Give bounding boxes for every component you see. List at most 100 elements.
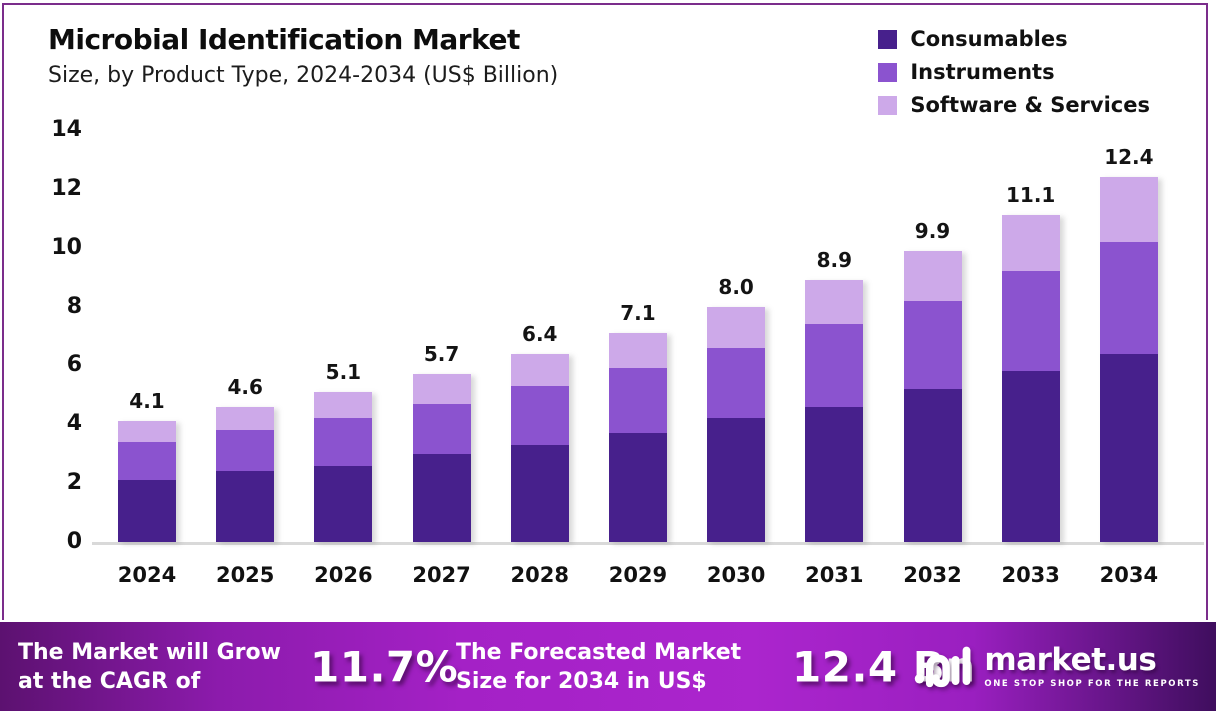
y-axis-tick-label: 8: [66, 293, 82, 319]
x-axis-label: 2033: [1001, 563, 1060, 587]
bar-stack: [805, 280, 864, 542]
bar-segment-consumables: [118, 480, 176, 542]
bar-total-label: 7.1: [620, 301, 656, 326]
bar-segment-software-services: [805, 280, 864, 325]
bar-total-label: 4.6: [227, 374, 263, 399]
bar-group-2030[interactable]: 8.0 2030: [707, 133, 766, 587]
bar-segment-instruments: [805, 324, 864, 407]
y-axis-tick-label: 10: [51, 234, 82, 260]
brand-name: market.us: [984, 641, 1157, 678]
bar-group-2033[interactable]: 11.1 2033: [1001, 133, 1060, 587]
brand-text: market.us ONE STOP SHOP FOR THE REPORTS: [984, 644, 1200, 690]
bar-group-2026[interactable]: 5.1 2026: [314, 133, 373, 587]
bar-total-label: 6.4: [522, 321, 558, 346]
y-axis-tick-label: 2: [66, 470, 82, 496]
chart-title: Microbial Identification Market: [48, 23, 520, 56]
x-axis-label: 2034: [1099, 563, 1159, 587]
bar-segment-instruments: [1001, 271, 1060, 372]
bar-segment-instruments: [412, 403, 471, 454]
bar-segment-instruments: [608, 368, 667, 434]
bar-group-2032[interactable]: 9.9 2032: [903, 133, 962, 587]
bar-group-2027[interactable]: 5.7 2027: [412, 133, 471, 587]
chart-subtitle: Size, by Product Type, 2024-2034 (US$ Bi…: [48, 63, 559, 88]
bar-segment-software-services: [314, 391, 373, 419]
cagr-value: 11.7%: [310, 642, 459, 691]
bar-group-2034[interactable]: 12.4 2034: [1099, 133, 1158, 587]
bar-segment-software-services: [707, 306, 766, 348]
bar-segment-software-services: [216, 406, 275, 431]
bar-segment-instruments: [216, 430, 275, 472]
x-axis-label: 2025: [215, 563, 275, 587]
y-axis-tick-label: 12: [51, 175, 82, 201]
bar-segment-instruments: [1099, 241, 1158, 354]
bar-group-2024[interactable]: 4.1 2024: [118, 133, 176, 587]
x-axis-label: 2030: [706, 563, 766, 587]
bars: 4.1 2024 4.6 2025 5.1 2026 5.7 2027 6.4 2028 7.1 20…: [92, 133, 1204, 587]
bar-stack: [118, 421, 176, 542]
bar-total-label: 9.9: [914, 218, 951, 243]
bar-stack: [412, 374, 471, 542]
y-axis: 0 2 4 6 8 10 12 14: [26, 117, 82, 554]
market-us-brand[interactable]: market.us ONE STOP SHOP FOR THE REPORTS: [914, 641, 1200, 693]
cagr-label: The Market will Grow at the CAGR of: [18, 639, 281, 694]
market-us-logo-icon: [915, 646, 971, 687]
bar-total-label: 11.1: [1006, 183, 1056, 208]
chart-card: Microbial Identification Market Size, by…: [2, 3, 1208, 620]
bar-stack: [608, 333, 667, 542]
bar-segment-software-services: [1001, 215, 1060, 272]
bar-group-2025[interactable]: 4.6 2025: [216, 133, 275, 587]
bar-segment-software-services: [412, 374, 471, 404]
bar-stack: [510, 353, 569, 542]
bar-segment-instruments: [510, 386, 569, 445]
bar-stack: [216, 406, 275, 542]
bar-segment-software-services: [1099, 177, 1158, 242]
bar-segment-instruments: [903, 300, 962, 389]
bar-stack: [707, 306, 766, 542]
bar-segment-consumables: [903, 389, 962, 542]
bar-segment-consumables: [1099, 353, 1158, 542]
x-axis-label: 2032: [903, 563, 962, 587]
bar-segment-instruments: [314, 418, 373, 466]
bar-stack: [1099, 177, 1158, 542]
legend-swatch: [878, 95, 898, 115]
footer-banner: The Market will Grow at the CAGR of 11.7…: [0, 622, 1216, 711]
y-axis-tick-label: 6: [66, 352, 82, 378]
x-axis-label: 2029: [608, 563, 668, 587]
legend-item-instruments[interactable]: Instruments: [878, 60, 1150, 84]
bar-total-label: 5.1: [325, 359, 362, 384]
bar-segment-software-services: [608, 333, 667, 369]
x-axis-label: 2026: [314, 563, 373, 587]
bar-segment-consumables: [510, 444, 569, 542]
x-axis-label: 2027: [412, 563, 471, 587]
bar-group-2031[interactable]: 8.9 2031: [805, 133, 864, 587]
bar-stack: [903, 250, 962, 542]
bar-group-2029[interactable]: 7.1 2029: [608, 133, 667, 587]
bar-segment-software-services: [510, 353, 569, 387]
legend-label: Consumables: [910, 27, 1068, 51]
y-axis-tick-label: 0: [66, 529, 82, 554]
bar-segment-consumables: [216, 471, 275, 542]
bar-segment-software-services: [903, 250, 962, 301]
forecast-label: The Forecasted Market Size for 2034 in U…: [456, 639, 742, 694]
legend: Consumables Instruments Software & Servi…: [878, 27, 1150, 117]
bar-stack: [1001, 215, 1060, 542]
legend-item-consumables[interactable]: Consumables: [878, 27, 1150, 51]
bar-segment-instruments: [118, 441, 176, 481]
bar-segment-consumables: [412, 453, 471, 542]
bar-stack: [314, 391, 373, 542]
bar-total-label: 8.0: [718, 274, 754, 299]
x-axis-label: 2028: [510, 563, 569, 587]
bar-segment-consumables: [1001, 371, 1060, 542]
bar-segment-consumables: [608, 433, 667, 542]
legend-label: Software & Services: [910, 93, 1150, 117]
bar-group-2028[interactable]: 6.4 2028: [510, 133, 569, 587]
bar-segment-software-services: [118, 421, 176, 442]
bar-segment-consumables: [805, 406, 864, 542]
legend-label: Instruments: [910, 60, 1055, 84]
bar-total-label: 5.7: [423, 342, 460, 367]
y-axis-tick-label: 4: [66, 411, 82, 437]
bar-total-label: 4.1: [129, 389, 165, 414]
legend-item-software-services[interactable]: Software & Services: [878, 93, 1150, 117]
bar-segment-consumables: [707, 418, 766, 542]
bar-total-label: 8.9: [816, 248, 853, 273]
